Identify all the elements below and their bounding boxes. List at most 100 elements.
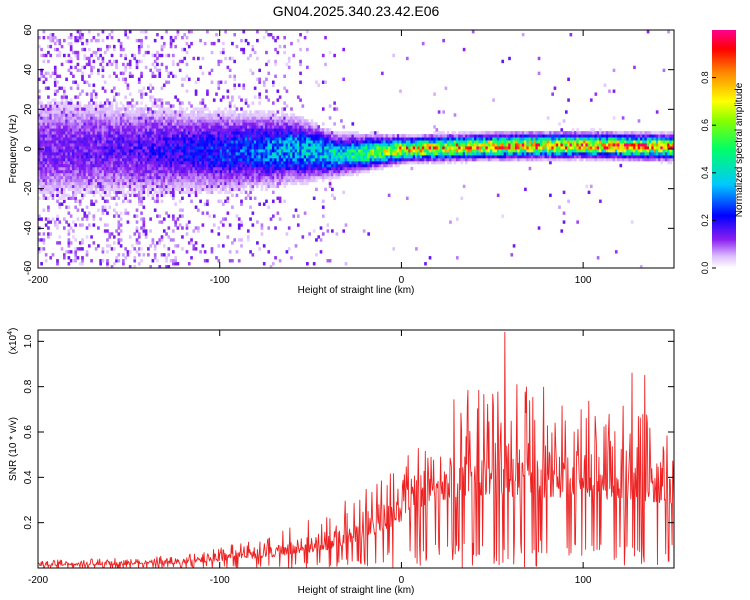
spectrogram-cell [119,166,123,171]
spectrogram-cell [258,157,261,162]
spectrogram-cell [251,44,255,49]
spectrogram-cell [194,241,198,245]
spectrogram-cell [310,146,314,150]
spectrogram-cell [122,199,125,203]
spectrogram-cell [76,56,80,61]
spectrogram-cell [276,163,280,168]
spectrogram-cell [308,232,311,236]
spectrogram-cell [174,125,177,129]
spectrogram-cell [106,160,109,165]
spectrogram-cell [135,181,139,186]
spectrogram-cell [256,157,259,162]
spectrogram-cell [49,107,53,111]
spectrogram-cell [42,146,46,150]
spectrogram-cell [176,244,180,248]
spectrogram-cell [283,35,286,40]
spectrogram-cell [172,38,175,43]
spectrogram-cell [40,160,43,165]
spectrogram-cell [358,140,361,144]
spectrogram-cell [371,157,375,162]
spectrogram-cell [267,71,271,76]
spectrogram-cell [285,146,289,150]
spectrogram-cell [333,131,336,135]
spectrogram-cell [58,137,62,141]
spectrogram-cell [151,181,155,186]
spectrogram-cell [310,134,314,138]
spectrogram-cell [212,163,216,168]
spectrogram-cell [315,125,318,129]
spectrogram-cell [106,143,109,147]
spectrogram-cell [285,122,289,126]
spectrogram-cell [224,154,227,159]
spectrogram-cell [99,125,102,129]
spectrogram-cell [124,175,127,180]
spectrogram-cell [160,53,164,58]
spectrogram-cell [192,154,196,159]
spectrogram-cell [51,32,55,37]
spectrogram-cell [112,86,116,90]
spectrogram-cell [56,116,59,120]
spectrogram-cell [47,181,50,186]
spectrogram-cell [137,113,141,117]
spectrogram-cell [290,163,293,168]
spectrogram-cell [319,157,323,162]
spectrogram-cell [47,107,50,111]
spectrogram-cell [274,172,277,177]
spectrogram-cell [328,178,332,183]
spectrogram-cell [137,119,141,123]
spectrogram-cell [292,53,296,58]
spectrogram-cell [281,154,284,159]
spectrogram-cell [51,140,55,144]
spectrogram-cell [237,149,241,153]
spectrogram-cell [292,125,296,129]
spectrogram-cell [197,56,200,61]
spectrogram-cell [60,146,64,150]
spectrogram-cell [99,140,102,144]
spectrogram-cell [299,178,302,183]
spectrogram-cell [308,146,311,150]
spectrogram-cell [219,220,223,224]
spectrogram-cell [76,107,80,111]
spectrogram-cell [208,163,212,168]
spectrogram-cell [219,151,223,156]
spectrogram-cell [153,208,157,212]
spectrogram-cell [133,232,137,236]
spectrogram-cell [294,169,298,174]
spectrogram-cell [181,131,184,135]
spectrogram-cell [240,160,243,165]
spectrogram-cell [233,146,237,150]
spectrogram-cell [187,241,191,245]
spectrogram-cell [365,140,368,144]
spectrogram-cell [78,32,82,37]
spectrogram-cell [115,128,118,132]
spectrogram-cell [124,80,127,84]
spectrogram-cell [124,32,127,37]
spectrogram-cell [224,30,227,34]
spectrogram-cell [210,113,214,117]
spectrogram-cell [187,193,191,198]
spectrogram-cell [369,143,373,147]
spectrogram-cell [115,134,118,138]
spectrogram-cell [212,134,216,138]
spectrogram-cell [251,211,255,215]
spectrogram-cell [51,113,55,117]
spectrogram-cell [106,154,109,159]
spectrogram-cell [210,41,214,46]
spectrogram-cell [349,163,352,168]
spectrogram-cell [38,163,41,168]
spectrogram-cell [97,172,100,177]
spectrogram-cell [81,65,84,70]
spectrogram-cell [328,154,332,159]
spectrogram-cell [208,175,212,180]
spectrogram-cell [362,151,366,156]
spectrogram-cell [215,116,218,120]
spectrogram-cell [228,259,232,263]
spectrogram-cell [110,178,114,183]
spectrogram-cell [187,131,191,135]
spectrogram-cell [67,134,71,138]
spectrogram-cell [190,199,193,203]
spectrogram-cell [353,131,357,135]
spectrogram-cell [142,149,146,153]
spectrogram-cell [133,143,137,147]
spectrogram-cell [256,137,259,141]
